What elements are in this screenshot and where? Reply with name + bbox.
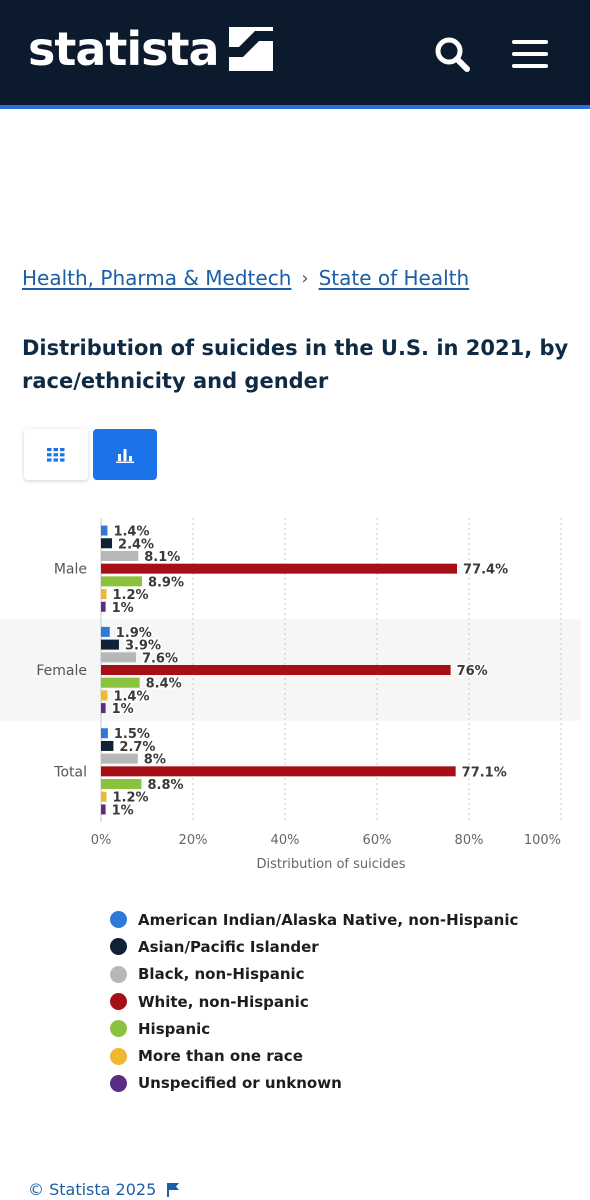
menu-button[interactable] (510, 36, 550, 72)
data-label: 2.4% (118, 537, 154, 552)
data-label: 1.9% (116, 626, 152, 641)
bar[interactable] (101, 779, 142, 790)
logo-text: statista (28, 22, 220, 76)
x-tick-label: 40% (271, 833, 300, 848)
bar[interactable] (101, 766, 456, 777)
bar[interactable] (101, 601, 106, 612)
bar[interactable] (101, 753, 138, 764)
grid-table-icon (47, 447, 65, 462)
data-label: 7.6% (142, 651, 178, 666)
data-label: 77.1% (462, 765, 507, 780)
legend-item[interactable]: White, non-Hispanic (110, 988, 518, 1015)
x-tick-label: 80% (455, 833, 484, 848)
legend-item[interactable]: More than one race (110, 1042, 518, 1069)
data-label: 1.2% (113, 791, 149, 806)
data-label: 8.4% (146, 677, 182, 692)
hamburger-menu-icon (512, 40, 548, 68)
bar-chart: 1.4%2.4%8.1%77.4%8.9%1.2%1%1.9%3.9%7.6%7… (0, 518, 581, 872)
bar[interactable] (101, 690, 108, 701)
bar[interactable] (101, 791, 107, 802)
data-label: 1% (112, 601, 134, 616)
legend-label: More than one race (138, 1047, 303, 1066)
legend-item[interactable]: Hispanic (110, 1015, 518, 1042)
data-label: 1.4% (113, 525, 149, 540)
legend-dot-icon (110, 911, 127, 929)
bar[interactable] (101, 804, 106, 815)
statista-logo[interactable]: statista (28, 26, 273, 72)
category-label: Total (53, 764, 87, 780)
footer: © Statista 2025 (28, 1180, 180, 1199)
legend-item[interactable]: Asian/Pacific Islander (110, 933, 518, 960)
legend-label: Black, non-Hispanic (138, 965, 305, 984)
data-label: 8.9% (148, 575, 184, 590)
table-view-button[interactable] (24, 429, 88, 480)
flag-icon[interactable] (166, 1182, 180, 1198)
legend-label: Asian/Pacific Islander (138, 937, 319, 956)
bar[interactable] (101, 639, 119, 650)
category-label: Female (36, 663, 87, 679)
breadcrumb-link-state-of-health[interactable]: State of Health (318, 266, 470, 290)
data-label: 77.4% (463, 563, 508, 578)
data-label: 76% (457, 664, 488, 679)
bar[interactable] (101, 576, 142, 587)
category-label: Male (54, 562, 87, 578)
bar[interactable] (101, 652, 136, 663)
bar[interactable] (101, 525, 108, 536)
legend-item[interactable]: Unspecified or unknown (110, 1070, 518, 1097)
bar[interactable] (101, 626, 110, 637)
legend-dot-icon (110, 938, 127, 956)
data-label: 1.2% (113, 588, 149, 603)
x-tick-label: 20% (179, 833, 208, 848)
data-label: 8.8% (147, 778, 183, 793)
x-axis-label: Distribution of suicides (256, 857, 405, 872)
data-label: 1.4% (113, 689, 149, 704)
x-tick-label: 60% (363, 833, 392, 848)
legend-dot-icon (110, 1074, 127, 1092)
breadcrumb: Health, Pharma & Medtech › State of Heal… (22, 266, 469, 290)
legend-item[interactable]: American Indian/Alaska Native, non-Hispa… (110, 906, 518, 933)
legend-item[interactable]: Black, non-Hispanic (110, 961, 518, 988)
bar[interactable] (101, 589, 107, 600)
chart-legend: American Indian/Alaska Native, non-Hispa… (110, 906, 518, 1097)
search-button[interactable] (432, 34, 472, 74)
legend-label: White, non-Hispanic (138, 992, 309, 1011)
bar[interactable] (101, 538, 113, 549)
data-label: 2.7% (119, 740, 155, 755)
breadcrumb-separator: › (301, 267, 309, 289)
data-label: 3.9% (125, 639, 161, 654)
site-header: statista (0, 0, 590, 105)
bar[interactable] (101, 703, 106, 714)
data-label: 1% (112, 803, 134, 818)
legend-dot-icon (110, 993, 127, 1011)
legend-label: Unspecified or unknown (138, 1074, 342, 1093)
legend-label: Hispanic (138, 1019, 211, 1038)
data-label: 1.5% (114, 727, 150, 742)
view-toggle (24, 429, 157, 480)
bar[interactable] (101, 740, 114, 751)
chart-view-button[interactable] (93, 429, 157, 480)
breadcrumb-link-health-pharma-medtech[interactable]: Health, Pharma & Medtech (22, 266, 292, 290)
search-icon (435, 37, 470, 72)
data-label: 8.1% (144, 550, 180, 565)
legend-dot-icon (110, 1047, 127, 1065)
statista-logo-mark-icon (228, 27, 273, 71)
bar[interactable] (101, 550, 139, 561)
x-tick-label: 100% (524, 833, 561, 848)
data-label: 8% (144, 753, 166, 768)
bar-chart-icon (116, 448, 134, 463)
x-tick-label: 0% (91, 833, 112, 848)
bar[interactable] (101, 665, 451, 675)
legend-label: American Indian/Alaska Native, non-Hispa… (138, 910, 519, 929)
header-accent-line (0, 105, 590, 109)
page-title: Distribution of suicides in the U.S. in … (22, 336, 569, 393)
legend-dot-icon (110, 965, 127, 983)
copyright-text[interactable]: © Statista 2025 (28, 1180, 157, 1199)
bar[interactable] (101, 677, 140, 688)
legend-dot-icon (110, 1020, 127, 1038)
bar[interactable] (101, 728, 108, 739)
bar[interactable] (101, 563, 458, 574)
data-label: 1% (112, 702, 134, 717)
